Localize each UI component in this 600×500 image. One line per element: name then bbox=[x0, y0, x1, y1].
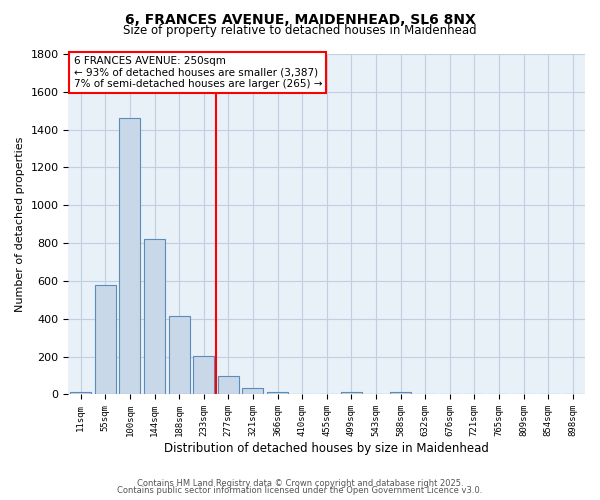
Bar bbox=[218, 376, 239, 394]
Y-axis label: Number of detached properties: Number of detached properties bbox=[15, 136, 25, 312]
Text: Contains HM Land Registry data © Crown copyright and database right 2025.: Contains HM Land Registry data © Crown c… bbox=[137, 478, 463, 488]
Bar bbox=[70, 392, 91, 394]
Bar bbox=[144, 240, 165, 394]
Text: 6 FRANCES AVENUE: 250sqm
← 93% of detached houses are smaller (3,387)
7% of semi: 6 FRANCES AVENUE: 250sqm ← 93% of detach… bbox=[74, 56, 322, 89]
Bar bbox=[341, 392, 362, 394]
Bar bbox=[267, 392, 288, 394]
Text: Contains public sector information licensed under the Open Government Licence v3: Contains public sector information licen… bbox=[118, 486, 482, 495]
Bar bbox=[242, 388, 263, 394]
Bar bbox=[119, 118, 140, 394]
Bar bbox=[390, 392, 411, 394]
Bar bbox=[193, 356, 214, 395]
Text: Size of property relative to detached houses in Maidenhead: Size of property relative to detached ho… bbox=[123, 24, 477, 37]
Bar bbox=[169, 316, 190, 394]
X-axis label: Distribution of detached houses by size in Maidenhead: Distribution of detached houses by size … bbox=[164, 442, 489, 455]
Bar bbox=[95, 285, 116, 395]
Text: 6, FRANCES AVENUE, MAIDENHEAD, SL6 8NX: 6, FRANCES AVENUE, MAIDENHEAD, SL6 8NX bbox=[125, 12, 475, 26]
